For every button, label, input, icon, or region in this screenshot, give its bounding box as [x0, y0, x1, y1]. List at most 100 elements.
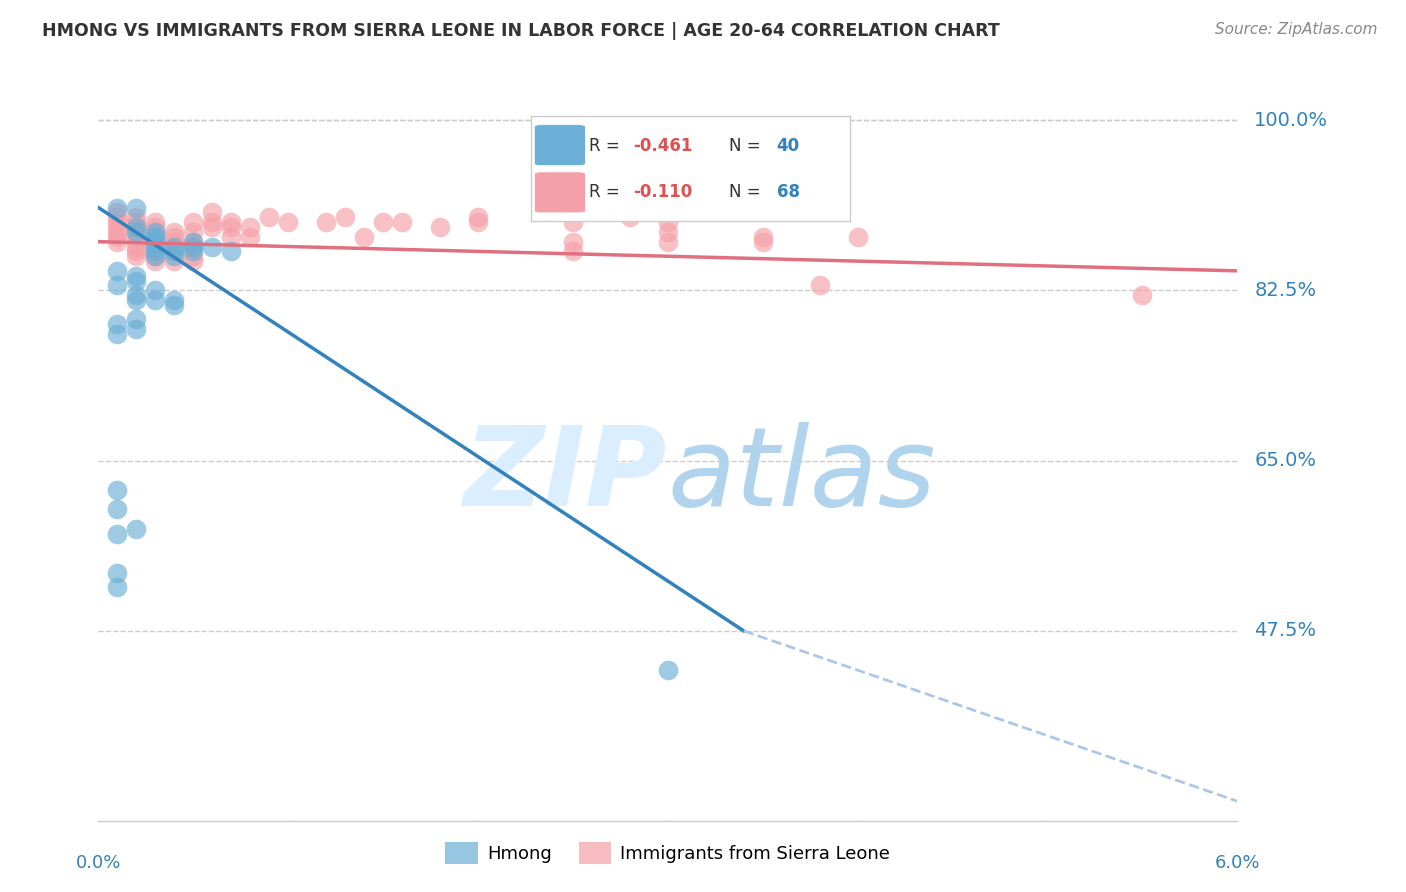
Point — [107, 502, 129, 516]
Point — [145, 229, 167, 244]
Point — [125, 322, 148, 336]
Point — [183, 249, 205, 263]
Point — [107, 220, 129, 235]
Point — [145, 254, 167, 268]
Text: HMONG VS IMMIGRANTS FROM SIERRA LEONE IN LABOR FORCE | AGE 20-64 CORRELATION CHA: HMONG VS IMMIGRANTS FROM SIERRA LEONE IN… — [42, 22, 1000, 40]
Point — [163, 235, 186, 249]
Point — [145, 249, 167, 263]
Point — [201, 205, 224, 219]
Point — [183, 244, 205, 259]
Point — [107, 526, 129, 541]
Point — [619, 211, 641, 225]
Point — [183, 235, 205, 249]
Text: 47.5%: 47.5% — [1254, 622, 1316, 640]
Point — [145, 235, 167, 249]
Point — [562, 235, 585, 249]
Point — [239, 229, 262, 244]
Point — [145, 283, 167, 297]
Text: 82.5%: 82.5% — [1254, 281, 1316, 300]
Point — [221, 229, 243, 244]
Point — [125, 244, 148, 259]
Point — [846, 229, 869, 244]
Point — [163, 254, 186, 268]
Point — [125, 239, 148, 253]
Point — [183, 239, 205, 253]
Point — [107, 566, 129, 580]
Point — [107, 278, 129, 293]
Point — [277, 215, 299, 229]
Point — [221, 215, 243, 229]
Point — [125, 288, 148, 302]
Point — [163, 298, 186, 312]
Point — [145, 244, 167, 259]
Point — [1132, 288, 1154, 302]
Point — [107, 235, 129, 249]
Point — [145, 229, 167, 244]
Point — [107, 205, 129, 219]
Point — [201, 220, 224, 235]
Point — [107, 225, 129, 239]
Legend: Hmong, Immigrants from Sierra Leone: Hmong, Immigrants from Sierra Leone — [439, 835, 897, 871]
Point — [125, 293, 148, 307]
Point — [145, 239, 167, 253]
Point — [163, 239, 186, 253]
Point — [467, 211, 489, 225]
Point — [335, 211, 357, 225]
Point — [145, 249, 167, 263]
Point — [125, 225, 148, 239]
Point — [125, 235, 148, 249]
Point — [107, 215, 129, 229]
Point — [145, 235, 167, 249]
Point — [145, 225, 167, 239]
Point — [163, 244, 186, 259]
Point — [163, 244, 186, 259]
Point — [145, 215, 167, 229]
Point — [125, 201, 148, 215]
Text: atlas: atlas — [668, 423, 936, 530]
Point — [145, 220, 167, 235]
Point — [125, 274, 148, 288]
Point — [163, 225, 186, 239]
Point — [183, 235, 205, 249]
Point — [239, 220, 262, 235]
Point — [221, 244, 243, 259]
Point — [145, 244, 167, 259]
Point — [183, 239, 205, 253]
Point — [107, 201, 129, 215]
Point — [107, 327, 129, 342]
Text: Source: ZipAtlas.com: Source: ZipAtlas.com — [1215, 22, 1378, 37]
Point — [183, 225, 205, 239]
Point — [752, 229, 775, 244]
Point — [107, 229, 129, 244]
Point — [163, 249, 186, 263]
Point — [183, 254, 205, 268]
Point — [353, 229, 375, 244]
Point — [391, 215, 413, 229]
Point — [125, 215, 148, 229]
Point — [145, 239, 167, 253]
Point — [125, 220, 148, 235]
Point — [107, 318, 129, 332]
Text: 65.0%: 65.0% — [1254, 451, 1316, 470]
Point — [201, 215, 224, 229]
Point — [259, 211, 281, 225]
Point — [107, 580, 129, 594]
Point — [315, 215, 337, 229]
Point — [808, 278, 831, 293]
Point — [125, 268, 148, 283]
Point — [371, 215, 394, 229]
Text: 0.0%: 0.0% — [76, 855, 121, 872]
Point — [145, 225, 167, 239]
Point — [125, 312, 148, 326]
Point — [163, 229, 186, 244]
Point — [145, 293, 167, 307]
Text: 6.0%: 6.0% — [1215, 855, 1260, 872]
Point — [107, 264, 129, 278]
Point — [125, 220, 148, 235]
Point — [657, 235, 679, 249]
Point — [657, 215, 679, 229]
Point — [125, 225, 148, 239]
Point — [125, 522, 148, 536]
Text: ZIP: ZIP — [464, 423, 668, 530]
Point — [163, 293, 186, 307]
